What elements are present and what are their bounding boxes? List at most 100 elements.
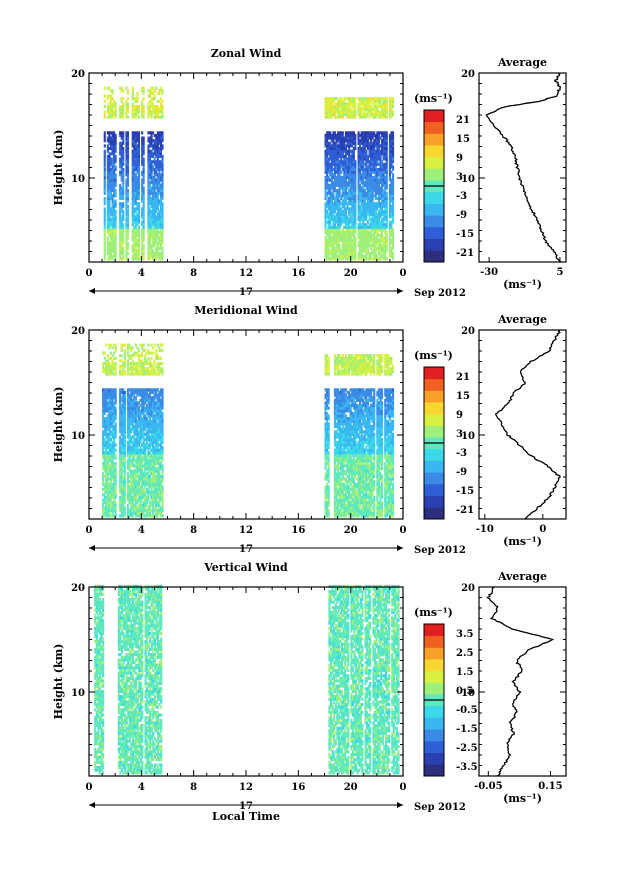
average-title: Average <box>497 313 547 326</box>
average-y-tick-label: 10 <box>461 688 475 699</box>
average-y-tick-label: 20 <box>461 69 475 80</box>
x-tick-label: 8 <box>190 525 197 536</box>
colorbar-segment <box>424 168 444 181</box>
panel-title: Vertical Wind <box>203 561 288 574</box>
x-tick-label: 8 <box>190 268 197 279</box>
x-tick-label: 16 <box>291 525 305 536</box>
colorbar-segment <box>424 624 444 637</box>
colorbar-tick-label: 0.5 <box>456 686 473 697</box>
day-label: 17 <box>239 287 253 298</box>
colorbar-segment <box>424 659 444 672</box>
heatmap-cells <box>94 584 400 775</box>
colorbar-segment <box>424 717 444 730</box>
average-profile-line <box>486 586 555 777</box>
colorbar-segment <box>424 203 444 216</box>
y-axis-label: Height (km) <box>52 130 65 206</box>
panel-title: Zonal Wind <box>211 47 282 60</box>
colorbar-tick-label: -15 <box>456 229 474 240</box>
y-axis-label: Height (km) <box>52 387 65 463</box>
colorbar-tick-label: -15 <box>456 486 474 497</box>
average-y-tick-label: 20 <box>461 583 475 594</box>
heatmap-cells <box>102 343 395 518</box>
colorbar-segment <box>424 507 444 520</box>
average-profile-line <box>485 72 562 263</box>
date-label: Sep 2012 <box>414 288 466 299</box>
colorbar-segment <box>424 495 444 508</box>
average-frame <box>478 586 567 777</box>
colorbar-tick-label: 21 <box>456 372 470 383</box>
y-tick-label: 10 <box>71 174 85 185</box>
y-axis-label: Height (km) <box>52 644 65 720</box>
colorbar-segment <box>424 402 444 415</box>
panel-2: Meridional Wind 0 4 8 12 16 20 0 10 20 Height (km)… <box>52 304 567 556</box>
colorbar-segment <box>424 133 444 146</box>
date-label: Sep 2012 <box>414 545 466 556</box>
x-tick-label: 16 <box>291 268 305 279</box>
colorbar-tick-label: 3 <box>456 429 463 440</box>
average-unit: (ms⁻¹) <box>503 792 542 805</box>
average-x-tick-label: -30 <box>480 267 498 278</box>
colorbar-segment <box>424 238 444 251</box>
colorbar-tick-label: -1.5 <box>456 724 478 735</box>
colorbar-tick-label: -3 <box>456 191 467 202</box>
colorbar-tick-label: -9 <box>456 467 467 478</box>
colorbar-segment <box>424 483 444 497</box>
x-tick-label: 0 <box>86 268 93 279</box>
average-y-tick-label: 20 <box>461 326 475 337</box>
average-x-tick-label: -0.05 <box>474 781 503 792</box>
average-title: Average <box>497 56 547 69</box>
date-label: Sep 2012 <box>414 802 466 813</box>
average-y-tick-label: 10 <box>461 431 475 442</box>
x-tick-label: 4 <box>138 525 145 536</box>
colorbar-segment <box>424 121 444 134</box>
colorbar-tick-label: 21 <box>456 115 470 126</box>
x-tick-label: 0 <box>400 268 407 279</box>
x-tick-label: 4 <box>138 268 145 279</box>
x-tick-label: 12 <box>239 782 253 793</box>
colorbar-unit: (ms⁻¹) <box>414 606 453 619</box>
colorbar-tick-label: -3.5 <box>456 762 478 773</box>
colorbar-tick-label: 9 <box>456 410 463 421</box>
y-tick-label: 20 <box>71 583 85 594</box>
colorbar-segment <box>424 740 444 754</box>
x-tick-label: 20 <box>344 268 358 279</box>
colorbar-segment <box>424 705 444 718</box>
colorbar-segment <box>424 250 444 263</box>
colorbar-tick-label: -21 <box>456 248 474 259</box>
average-unit: (ms⁻¹) <box>503 278 542 291</box>
x-tick-label: 8 <box>190 782 197 793</box>
colorbar-segment <box>424 145 444 158</box>
average-x-tick-label: -10 <box>476 524 494 535</box>
y-tick-label: 20 <box>71 326 85 337</box>
average-y-tick-label: 10 <box>461 174 475 185</box>
colorbar-unit: (ms⁻¹) <box>414 349 453 362</box>
colorbar-segment <box>424 647 444 660</box>
colorbar-segment <box>424 472 444 485</box>
colorbar-segment <box>424 110 444 123</box>
colorbar-tick-label: 15 <box>456 134 470 145</box>
colorbar-segment <box>424 635 444 648</box>
x-tick-label: 4 <box>138 782 145 793</box>
panel-title: Meridional Wind <box>194 304 298 317</box>
x-axis-label: Local Time <box>212 810 280 823</box>
colorbar-tick-label: -9 <box>456 210 467 221</box>
day-label: 17 <box>239 801 253 812</box>
day-label: 17 <box>239 544 253 555</box>
colorbar-segment <box>424 367 444 380</box>
colorbar-segment <box>424 670 444 683</box>
average-x-tick-label: 0 <box>539 524 546 535</box>
colorbar-tick-label: -3 <box>456 448 467 459</box>
colorbar-segment <box>424 448 444 461</box>
x-tick-label: 12 <box>239 525 253 536</box>
colorbar-segment <box>424 425 444 438</box>
colorbar-segment <box>424 460 444 473</box>
colorbar-tick-label: 9 <box>456 153 463 164</box>
colorbar-tick-label: 1.5 <box>456 667 473 678</box>
average-profile-line <box>494 329 561 520</box>
colorbar-tick-label: 3 <box>456 172 463 183</box>
x-tick-label: 16 <box>291 782 305 793</box>
colorbar-segment <box>424 764 444 777</box>
colorbar-segment <box>424 682 444 695</box>
colorbar-tick-label: 3.5 <box>456 629 473 640</box>
average-unit: (ms⁻¹) <box>503 535 542 548</box>
